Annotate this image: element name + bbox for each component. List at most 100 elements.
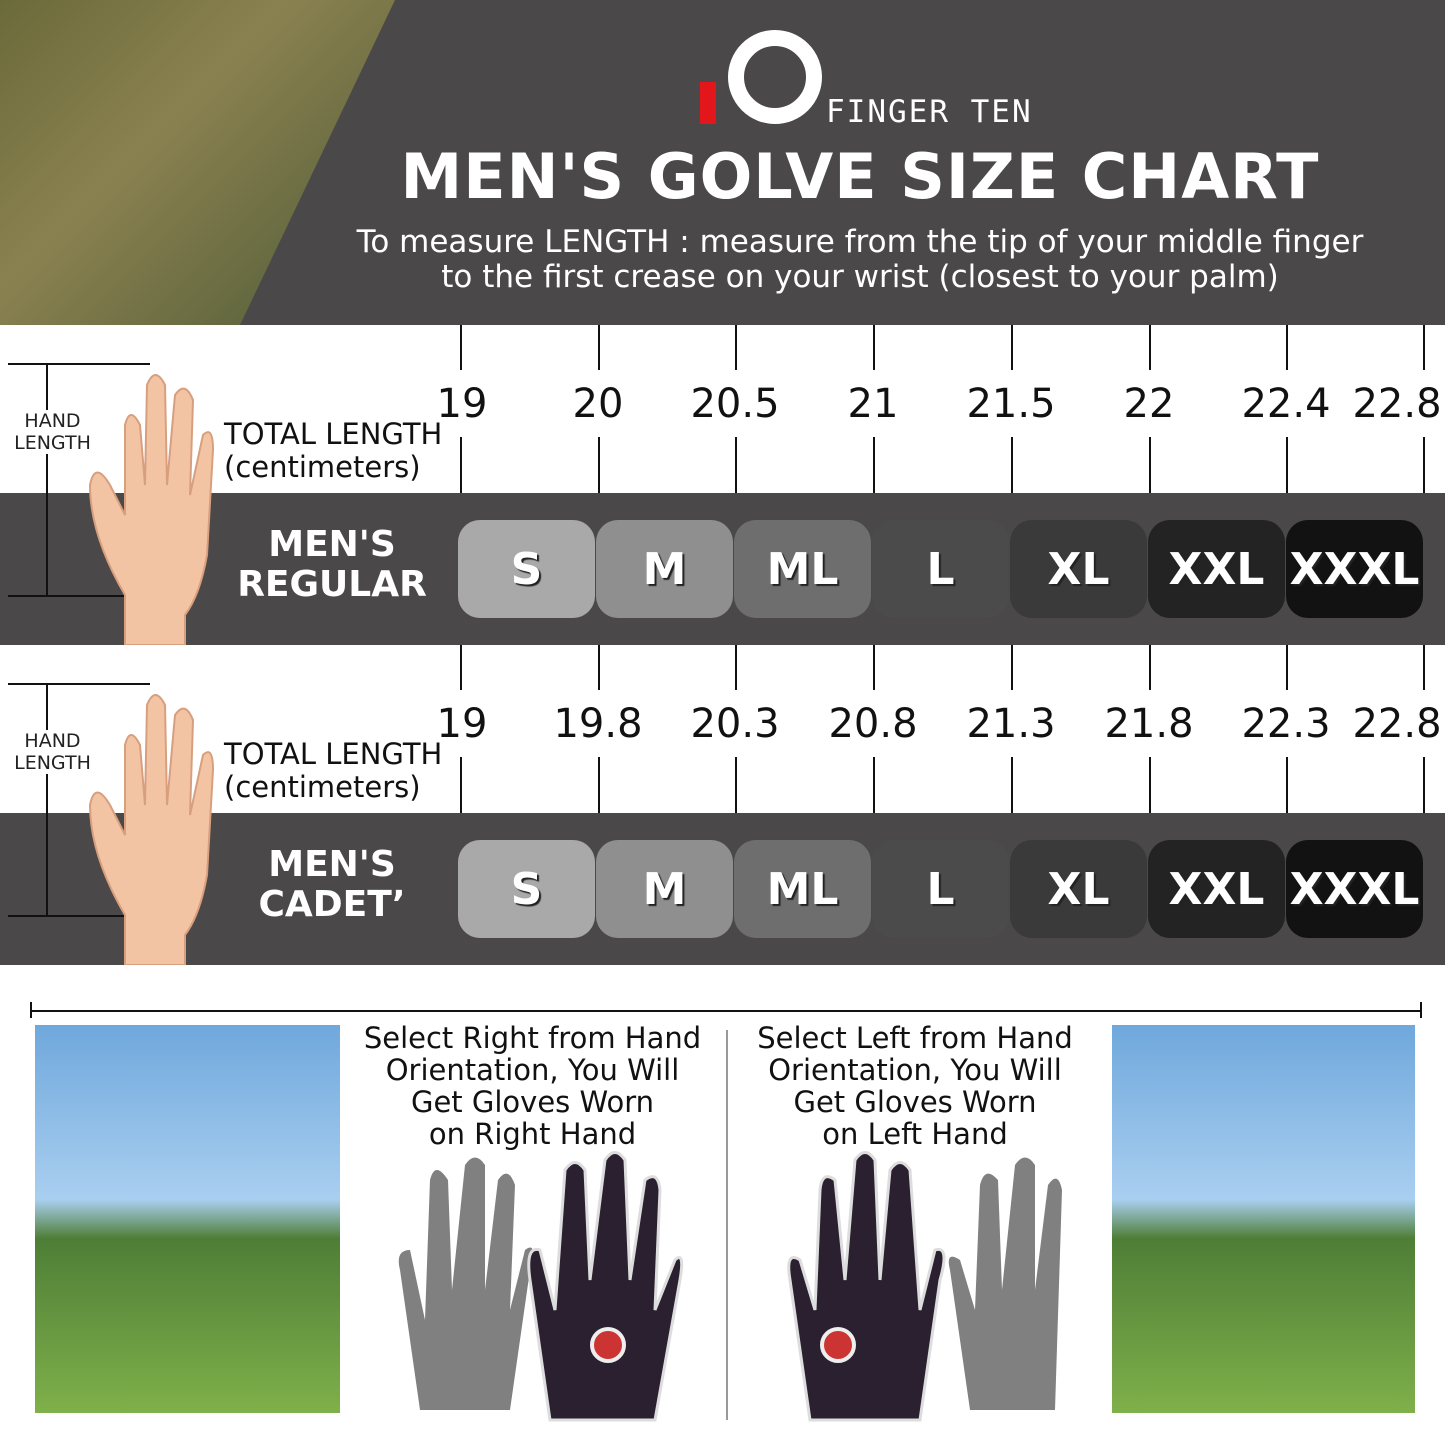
tick-mark: [460, 645, 462, 690]
tick-mark: [873, 325, 875, 370]
text-line: Select Right from Hand: [363, 1021, 702, 1055]
tick-mark: [1286, 437, 1288, 493]
tick-mark: [735, 757, 737, 813]
tick-mark: [1423, 437, 1425, 493]
total-length-label: TOTAL LENGTH (centimeters): [224, 418, 442, 484]
tick-mark: [598, 325, 600, 370]
bottom-divider: [30, 1010, 1422, 1012]
size-ml: ML: [734, 840, 871, 938]
measure-line-top: [8, 363, 150, 365]
measure-line-bottom: [8, 595, 166, 597]
tick-mark: [1423, 325, 1425, 370]
instructions-line-1: To measure LENGTH : measure from the tip…: [356, 224, 1364, 260]
tick-mark: [460, 325, 462, 370]
text-line: Get Gloves Worn: [410, 1085, 655, 1119]
length-value: 22.4: [1241, 381, 1331, 427]
text-line: Get Gloves Worn: [793, 1085, 1037, 1119]
tick-mark: [1423, 757, 1425, 813]
label-line: TOTAL LENGTH: [224, 737, 443, 771]
length-value: 22.8: [1352, 701, 1442, 747]
regular-row-label: MEN'S REGULAR: [212, 525, 452, 605]
text-line: Select Left from Hand: [757, 1021, 1073, 1055]
center-divider: [726, 1030, 728, 1420]
measure-line-vertical: [46, 683, 48, 915]
patterned-glove-icon: [787, 1151, 946, 1422]
tick-mark: [598, 645, 600, 690]
measure-line-top: [8, 683, 150, 685]
label-line: (centimeters): [224, 450, 421, 484]
size-xxxl: XXXL: [1286, 520, 1423, 618]
tick-mark: [1423, 645, 1425, 690]
measure-line-vertical: [46, 363, 48, 595]
tick-mark: [1011, 645, 1013, 690]
tick-mark: [1286, 325, 1288, 370]
length-value: 19: [436, 701, 488, 747]
brand-logo-mark: [700, 82, 716, 124]
size-m: M: [596, 840, 733, 938]
tick-mark: [873, 437, 875, 493]
size-m: M: [596, 520, 733, 618]
size-xxl: XXL: [1148, 840, 1285, 938]
label-line: MEN'S: [268, 844, 396, 885]
tick-mark: [1149, 645, 1151, 690]
size-xl: XL: [1010, 840, 1147, 938]
length-value: 20.5: [690, 381, 780, 427]
label-line: (centimeters): [224, 770, 421, 804]
size-s: S: [458, 520, 595, 618]
label-line: TOTAL LENGTH: [224, 417, 443, 451]
text-line: Orientation, You Will: [768, 1053, 1062, 1087]
tick-mark: [1149, 437, 1151, 493]
length-value: 20: [572, 381, 624, 427]
left-hand-instructions: Select Left from Hand Orientation, You W…: [740, 1022, 1090, 1150]
length-value: 21.3: [966, 701, 1056, 747]
size-l: L: [872, 520, 1009, 618]
length-value: 20.8: [828, 701, 918, 747]
right-hand-instructions: Select Right from Hand Orientation, You …: [350, 1022, 715, 1150]
tick-mark: [1286, 757, 1288, 813]
hand-length-label: HAND LENGTH: [5, 410, 100, 454]
divider-end-right: [1420, 1002, 1422, 1018]
length-value: 22.3: [1241, 701, 1331, 747]
right-glove-illustrations: [398, 1151, 684, 1422]
size-xxl: XXL: [1148, 520, 1285, 618]
measure-instructions: To measure LENGTH : measure from the tip…: [300, 225, 1420, 295]
size-l: L: [872, 840, 1009, 938]
size-xl: XL: [1010, 520, 1147, 618]
tick-mark: [1149, 757, 1151, 813]
length-value: 22: [1123, 381, 1175, 427]
tick-mark: [735, 325, 737, 370]
instructions-line-2: to the first crease on your wrist (close…: [441, 259, 1279, 295]
tick-mark: [735, 437, 737, 493]
length-value: 19.8: [553, 701, 643, 747]
length-value: 21: [847, 381, 899, 427]
hand-icon: [88, 374, 215, 645]
tick-mark: [598, 437, 600, 493]
length-value: 21.8: [1104, 701, 1194, 747]
gray-glove-icon: [948, 1157, 1062, 1410]
cadet-row-label: MEN'S CADET’: [212, 845, 452, 925]
label-line: LENGTH: [14, 752, 91, 774]
length-value: 19: [436, 381, 488, 427]
divider-end-left: [30, 1002, 32, 1018]
hand-length-label: HAND LENGTH: [5, 730, 100, 774]
length-value: 22.8: [1352, 381, 1442, 427]
label-line: HAND: [24, 410, 81, 432]
hand-icon: [88, 694, 215, 965]
measure-line-bottom: [8, 915, 166, 917]
text-line: on Right Hand: [428, 1117, 637, 1151]
length-value: 21.5: [966, 381, 1056, 427]
label-line: REGULAR: [237, 564, 427, 605]
tick-mark: [1011, 325, 1013, 370]
size-ml: ML: [734, 520, 871, 618]
page-title: MEN'S GOLVE SIZE CHART: [400, 140, 1320, 213]
size-xxxl: XXXL: [1286, 840, 1423, 938]
tick-mark: [1149, 325, 1151, 370]
tick-mark: [873, 757, 875, 813]
gray-glove-icon: [398, 1157, 534, 1410]
tick-mark: [1011, 757, 1013, 813]
tick-mark: [1011, 437, 1013, 493]
brand-logo-ring: [728, 30, 822, 124]
left-glove-illustrations: [787, 1151, 1062, 1422]
tick-mark: [1286, 645, 1288, 690]
tick-mark: [598, 757, 600, 813]
